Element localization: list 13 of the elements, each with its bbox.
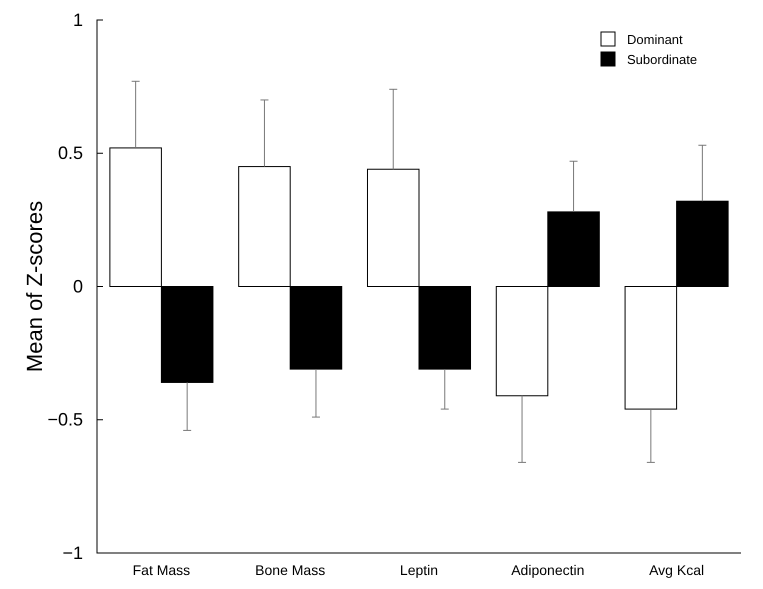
x-tick-label: Avg Kcal	[649, 562, 704, 578]
y-axis-title: Mean of Z-scores	[22, 200, 47, 372]
y-tick-label: −0.5	[47, 410, 83, 430]
legend-label: Dominant	[627, 32, 684, 47]
y-tick-label: 1	[72, 10, 83, 30]
x-tick-label: Leptin	[400, 562, 438, 578]
legend-label: Subordinate	[627, 52, 698, 67]
y-tick-label: 0	[72, 276, 83, 296]
y-tick-label: 0.5	[58, 143, 83, 164]
x-tick-label: Bone Mass	[255, 562, 326, 578]
x-tick-label: Adiponectin	[511, 562, 584, 578]
y-tick-label: −1	[62, 542, 83, 563]
x-tick-label: Fat Mass	[132, 562, 190, 578]
